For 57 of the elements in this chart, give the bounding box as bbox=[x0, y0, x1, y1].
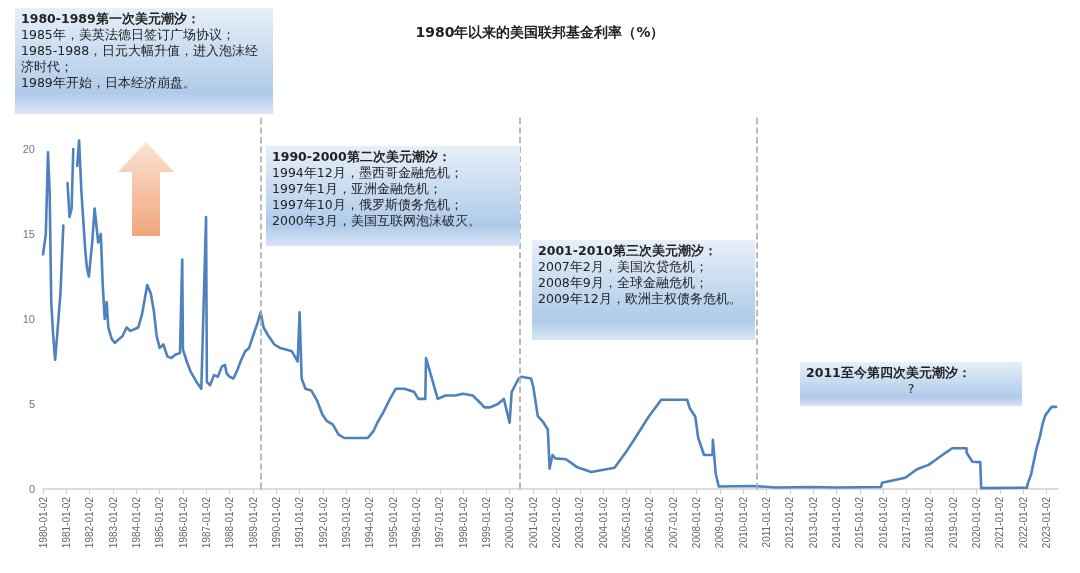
x-tick-label: 1984-01-02 bbox=[130, 496, 142, 549]
x-tick-label: 1981-01-02 bbox=[60, 496, 72, 549]
x-tick-label: 1993-01-02 bbox=[340, 496, 352, 549]
x-tick-label: 1996-01-02 bbox=[410, 496, 422, 549]
x-tick-label: 1986-01-02 bbox=[177, 496, 189, 549]
y-tick-label: 20 bbox=[22, 143, 35, 155]
x-tick-label: 2010-01-02 bbox=[737, 496, 749, 549]
x-tick-label: 1994-01-02 bbox=[364, 496, 376, 549]
x-tick-label: 2014-01-02 bbox=[830, 496, 842, 549]
x-tick-label: 2020-01-02 bbox=[970, 496, 982, 549]
x-tick-label: 1997-01-02 bbox=[434, 496, 446, 549]
y-tick-label: 5 bbox=[28, 398, 35, 410]
x-tick-label: 2000-01-02 bbox=[504, 496, 516, 549]
annotation: 2011至今第四次美元潮汐： ? bbox=[806, 365, 972, 397]
x-tick-label: 1998-01-02 bbox=[457, 496, 469, 549]
x-tick-label: 2002-01-02 bbox=[550, 496, 562, 549]
note-box: 1980-1989第一次美元潮汐： 1985年，美英法德日签订广场协议； 1985-1988，日元大幅升值，进入泡沫经济时代； 1989年开始，日本经济崩盘。 bbox=[15, 8, 273, 114]
x-tick-label: 2015-01-02 bbox=[854, 496, 866, 549]
x-tick-label: 2001-01-02 bbox=[527, 496, 539, 549]
note-box: 2011至今第四次美元潮汐： ? bbox=[800, 362, 1022, 406]
x-tick-label: 2007-01-02 bbox=[667, 496, 679, 549]
annotation: 2001-2010第三次美元潮汐： 2007年2月，美国次贷危机； 2008年9月，全球金融危机； 2009年12月，欧洲主权债务危机。 bbox=[538, 243, 743, 307]
x-tick-label: 1990-01-02 bbox=[270, 496, 282, 549]
annotation: 1990-2000第二次美元潮汐： 1994年12月，墨西哥金融危机； 1997年1月，亚洲金融危机； 1997年10月，俄罗斯债务危机； 2000年3月，美国互联网泡沫破灭。 bbox=[272, 149, 482, 229]
chart-title: 1980年以来的美国联邦基金利率（%） bbox=[415, 24, 665, 40]
x-tick-label: 1988-01-02 bbox=[224, 496, 236, 549]
x-tick-label: 2004-01-02 bbox=[597, 496, 609, 549]
note-box: 1990-2000第二次美元潮汐： 1994年12月，墨西哥金融危机； 1997年1月，亚洲金融危机； 1997年10月，俄罗斯债务危机； 2000年3月，美国互联网泡沫破灭。 bbox=[266, 146, 520, 246]
x-tick-label: 2021-01-02 bbox=[994, 496, 1006, 549]
y-tick-label: 15 bbox=[22, 228, 35, 240]
x-tick-label: 1999-01-02 bbox=[480, 496, 492, 549]
x-tick-label: 2019-01-02 bbox=[947, 496, 959, 549]
note-box: 2001-2010第三次美元潮汐： 2007年2月，美国次贷危机； 2008年9月，全球金融危机； 2009年12月，欧洲主权债务危机。 bbox=[532, 240, 755, 340]
y-tick-label: 0 bbox=[28, 483, 35, 495]
x-tick-label: 1982-01-02 bbox=[84, 496, 96, 549]
x-tick-label: 2009-01-02 bbox=[714, 496, 726, 549]
y-tick-label: 10 bbox=[22, 313, 35, 325]
x-tick-label: 1995-01-02 bbox=[387, 496, 399, 549]
x-tick-label: 2022-01-02 bbox=[1017, 496, 1029, 549]
x-tick-label: 2016-01-02 bbox=[877, 496, 889, 549]
x-tick-label: 2011-01-02 bbox=[760, 496, 772, 548]
x-tick-label: 2003-01-02 bbox=[574, 496, 586, 549]
x-tick-label: 2013-01-02 bbox=[807, 496, 819, 549]
x-tick-label: 1989-01-02 bbox=[247, 496, 259, 549]
x-tick-label: 2012-01-02 bbox=[784, 496, 796, 549]
x-tick-label: 2018-01-02 bbox=[924, 496, 936, 549]
x-tick-label: 1992-01-02 bbox=[317, 496, 329, 549]
x-tick-label: 2008-01-02 bbox=[690, 496, 702, 549]
x-tick-label: 1987-01-02 bbox=[200, 496, 212, 549]
x-tick-label: 2023-01-02 bbox=[1041, 496, 1052, 549]
x-tick-label: 2006-01-02 bbox=[644, 496, 656, 549]
x-tick-label: 1983-01-02 bbox=[107, 496, 119, 549]
x-tick-label: 1985-01-02 bbox=[154, 496, 166, 549]
x-tick-label: 1980-01-02 bbox=[37, 496, 49, 549]
x-tick-label: 1991-01-02 bbox=[294, 496, 306, 549]
x-tick-label: 2017-01-02 bbox=[901, 496, 913, 549]
x-tick-label: 2005-01-02 bbox=[620, 496, 632, 549]
